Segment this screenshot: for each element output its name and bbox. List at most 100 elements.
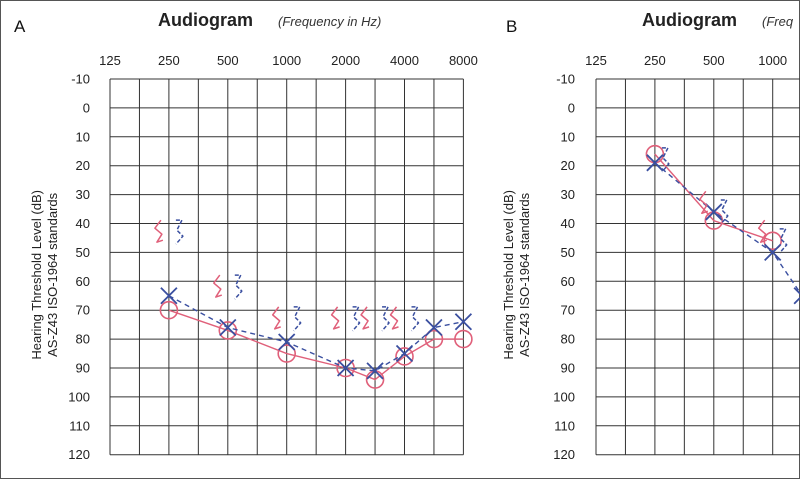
series-line: [654, 162, 800, 294]
y-tick-label: 20: [76, 158, 90, 173]
y-tick-label: 120: [68, 447, 90, 462]
bone-conduction-marker: [360, 306, 370, 330]
y-axis-label: Hearing Threshold Level (dB) AS-Z43 ISO-1…: [29, 190, 60, 360]
series-line: [654, 153, 773, 242]
plot-grid: [595, 78, 800, 456]
series-left-ear: [160, 287, 473, 380]
bone-conduction-marker: [389, 306, 399, 330]
y-tick-label: 90: [76, 361, 90, 376]
y-axis-label-line1: Hearing Threshold Level (dB): [29, 190, 44, 360]
bone-conduction-marker: [213, 274, 223, 298]
panel-letter: A: [14, 17, 26, 36]
x-marker: [336, 359, 355, 377]
x-marker: [425, 318, 443, 337]
x-tick-label: 125: [585, 53, 607, 68]
x-marker: [278, 333, 296, 351]
series-right-ear: [159, 300, 473, 389]
y-tick-label: 110: [69, 418, 90, 433]
circle-marker: [159, 300, 179, 320]
bone-conduction-marker: [381, 306, 390, 332]
chart-panel-b: B Audiogram (Freq 125 250 500 1000 -10 0 10 20 30 40…: [501, 10, 800, 462]
x-tick-label: 8000: [449, 53, 478, 68]
circle-marker: [277, 344, 297, 363]
y-tick-label: -10: [71, 72, 90, 87]
x-marker: [395, 344, 414, 363]
plot-grid: [109, 78, 464, 456]
series-left-ear: [646, 154, 800, 305]
bone-conduction-left: [661, 147, 788, 254]
y-tick-label: -10: [556, 72, 575, 87]
y-axis-label: Hearing Threshold Level (dB) AS-Z43 ISO-1…: [501, 190, 532, 360]
panel-letter: B: [506, 17, 517, 36]
chart-panel-a: A Audiogram (Frequency in Hz)125 250 500 1000…: [14, 10, 478, 462]
bone-conduction-marker: [352, 306, 361, 332]
y-tick-label: 60: [561, 274, 575, 289]
y-tick-label: 110: [554, 418, 575, 433]
series-line: [168, 309, 464, 381]
x-tick-label: 500: [217, 53, 239, 68]
x-marker: [366, 362, 384, 380]
x-marker: [160, 287, 178, 305]
chart-title: Audiogram: [158, 10, 253, 30]
bone-conduction-marker: [661, 147, 670, 173]
bone-conduction-marker: [699, 190, 709, 215]
y-tick-label: 0: [83, 100, 90, 115]
circle-marker: [454, 329, 473, 349]
circle-marker: [424, 329, 444, 349]
y-tick-label: 40: [561, 216, 575, 231]
y-tick-label: 50: [76, 245, 90, 260]
y-tick-label: 80: [76, 332, 90, 347]
bone-conduction-marker: [234, 274, 243, 300]
series-right-ear: [645, 144, 783, 251]
x-marker: [793, 287, 800, 305]
bone-conduction-marker: [175, 219, 184, 245]
circle-marker: [218, 321, 238, 340]
y-tick-label: 30: [76, 187, 90, 202]
bone-conduction-right: [699, 190, 767, 243]
bone-conduction-marker: [410, 306, 420, 332]
chart-subtitle: (Frequency in Hz): [278, 14, 381, 29]
bone-conduction-right: [154, 219, 399, 330]
x-tick-label: 1000: [758, 53, 787, 68]
y-tick-label: 20: [561, 158, 575, 173]
x-tick-label: 250: [158, 53, 180, 68]
y-tick-label: 70: [561, 303, 575, 318]
y-tick-label: 40: [76, 216, 90, 231]
y-tick-label: 30: [561, 187, 575, 202]
y-tick-label: 0: [568, 100, 575, 115]
bone-conduction-marker: [757, 219, 767, 243]
circle-marker: [395, 347, 414, 366]
chart-subtitle: (Freq: [762, 14, 794, 29]
x-tick-label: 2000: [331, 53, 360, 68]
y-tick-label: 100: [553, 389, 575, 404]
y-tick-label: 90: [561, 361, 575, 376]
y-tick-label: 60: [76, 274, 90, 289]
x-tick-label: 1000: [272, 53, 301, 68]
y-axis-label-line2: AS-Z43 ISO-1964 standards: [45, 192, 60, 357]
y-tick-label: 70: [76, 303, 90, 318]
y-axis-label-line1: Hearing Threshold Level (dB): [501, 190, 516, 360]
x-marker: [705, 203, 723, 221]
y-tick-label: 80: [561, 332, 575, 347]
x-marker: [219, 318, 237, 337]
bone-conduction-marker: [330, 306, 340, 330]
y-tick-label: 10: [76, 129, 90, 144]
x-tick-label: 4000: [390, 53, 419, 68]
bone-conduction-marker: [779, 228, 788, 254]
y-tick-label: 50: [561, 245, 575, 260]
x-marker: [646, 154, 664, 172]
chart-title: Audiogram: [642, 10, 737, 30]
y-tick-label: 120: [553, 447, 575, 462]
x-tick-label: 250: [644, 53, 666, 68]
bone-conduction-marker: [293, 306, 302, 332]
bone-conduction-marker: [154, 219, 164, 243]
y-tick-label: 10: [561, 129, 575, 144]
x-marker: [764, 243, 782, 262]
bone-conduction-left: [175, 219, 420, 332]
y-axis-label-line2: AS-Z43 ISO-1964 standards: [517, 192, 532, 357]
bone-conduction-marker: [271, 306, 281, 330]
circle-marker: [336, 358, 355, 378]
x-tick-label: 125: [99, 53, 121, 68]
x-marker: [454, 313, 473, 331]
